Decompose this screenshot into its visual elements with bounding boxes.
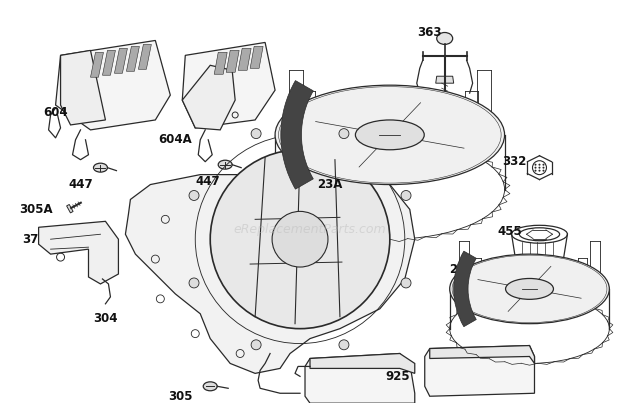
Text: eReplacementParts.com: eReplacementParts.com bbox=[234, 223, 386, 236]
Polygon shape bbox=[138, 45, 151, 69]
Circle shape bbox=[339, 340, 349, 350]
Text: 447: 447 bbox=[196, 175, 221, 188]
Circle shape bbox=[251, 129, 261, 139]
Circle shape bbox=[401, 278, 411, 288]
Circle shape bbox=[539, 167, 541, 168]
Text: 925: 925 bbox=[386, 370, 410, 383]
Ellipse shape bbox=[355, 120, 424, 150]
Polygon shape bbox=[436, 76, 454, 83]
Text: 305A: 305A bbox=[19, 203, 53, 216]
Polygon shape bbox=[250, 47, 263, 68]
Text: 23: 23 bbox=[450, 262, 466, 275]
Circle shape bbox=[534, 167, 536, 168]
Text: 447: 447 bbox=[68, 178, 93, 191]
Polygon shape bbox=[215, 52, 227, 74]
Circle shape bbox=[189, 190, 199, 200]
Ellipse shape bbox=[218, 160, 232, 169]
Text: 455: 455 bbox=[497, 225, 522, 238]
Polygon shape bbox=[102, 50, 115, 75]
Circle shape bbox=[542, 164, 544, 166]
Circle shape bbox=[542, 170, 544, 172]
Polygon shape bbox=[182, 43, 275, 128]
Polygon shape bbox=[305, 354, 415, 403]
Polygon shape bbox=[425, 345, 534, 396]
Ellipse shape bbox=[203, 382, 217, 391]
Polygon shape bbox=[38, 221, 118, 284]
Circle shape bbox=[339, 129, 349, 139]
Polygon shape bbox=[125, 175, 415, 373]
Text: 23A: 23A bbox=[317, 178, 343, 191]
Text: 304: 304 bbox=[93, 312, 118, 325]
Polygon shape bbox=[61, 50, 105, 125]
Polygon shape bbox=[182, 65, 235, 130]
Polygon shape bbox=[115, 49, 127, 73]
Ellipse shape bbox=[275, 85, 505, 185]
Text: 363: 363 bbox=[417, 26, 442, 39]
Ellipse shape bbox=[505, 279, 554, 299]
Ellipse shape bbox=[517, 262, 562, 276]
Polygon shape bbox=[126, 47, 140, 71]
Polygon shape bbox=[310, 354, 415, 373]
Circle shape bbox=[189, 278, 199, 288]
Wedge shape bbox=[281, 81, 313, 189]
Text: 332: 332 bbox=[502, 155, 527, 168]
Circle shape bbox=[539, 164, 541, 166]
Polygon shape bbox=[430, 345, 534, 363]
Ellipse shape bbox=[94, 163, 107, 172]
Circle shape bbox=[534, 164, 536, 166]
Circle shape bbox=[539, 170, 541, 172]
Ellipse shape bbox=[450, 254, 609, 324]
Polygon shape bbox=[226, 50, 239, 72]
Circle shape bbox=[401, 190, 411, 200]
Ellipse shape bbox=[436, 32, 453, 45]
Polygon shape bbox=[238, 49, 251, 70]
Wedge shape bbox=[454, 251, 476, 327]
Circle shape bbox=[534, 170, 536, 172]
Polygon shape bbox=[56, 40, 170, 130]
Text: 604: 604 bbox=[43, 106, 68, 119]
Text: 604A: 604A bbox=[159, 133, 192, 146]
Circle shape bbox=[251, 340, 261, 350]
Text: 37: 37 bbox=[22, 233, 39, 246]
Circle shape bbox=[272, 211, 328, 267]
Circle shape bbox=[210, 150, 390, 329]
Circle shape bbox=[542, 167, 544, 168]
Polygon shape bbox=[66, 205, 73, 213]
Polygon shape bbox=[91, 52, 104, 77]
Text: 305: 305 bbox=[168, 390, 193, 403]
